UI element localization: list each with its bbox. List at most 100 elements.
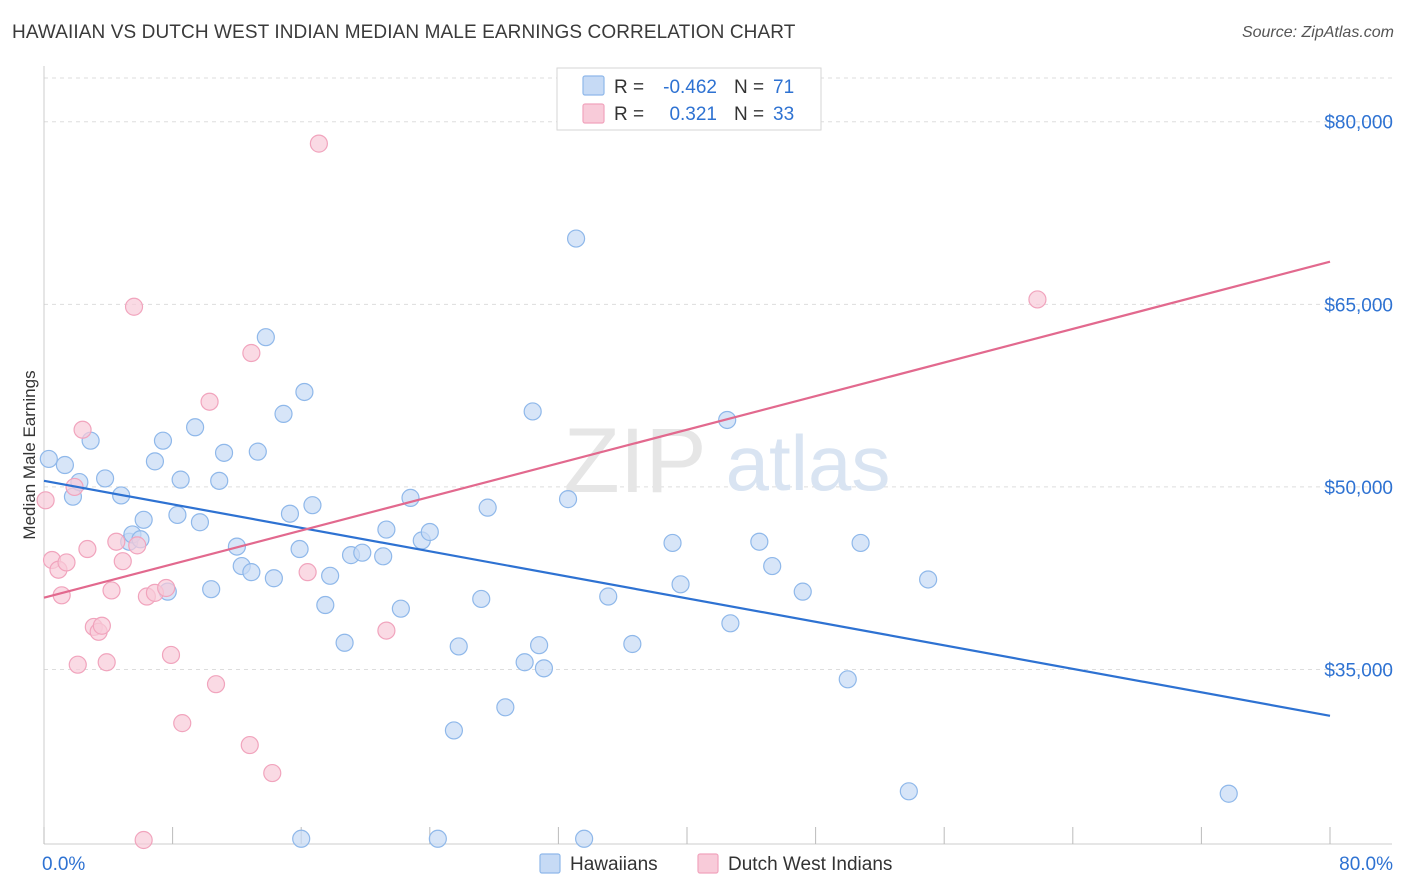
point-dutch-west-indians-23 xyxy=(173,714,192,733)
trend-layer xyxy=(43,260,1331,717)
point-hawaiians-39 xyxy=(391,599,410,618)
labels-layer: Median Male Earnings $35,000 $50,000 $65,0… xyxy=(20,113,1393,875)
point-hawaiians-64 xyxy=(851,533,870,553)
point-hawaiians-42 xyxy=(420,522,439,542)
point-hawaiians-51 xyxy=(530,636,549,655)
point-hawaiians-23 xyxy=(242,563,261,582)
point-dutch-west-indians-17 xyxy=(128,536,147,555)
legend-n-value-hawaiians: 71 xyxy=(773,77,794,98)
point-hawaiians-69 xyxy=(292,829,311,848)
point-hawaiians-11 xyxy=(145,452,165,471)
x-tick-label-1: 80.0% xyxy=(1339,854,1393,875)
point-hawaiians-45 xyxy=(449,637,468,656)
point-dutch-west-indians-6 xyxy=(68,655,87,674)
point-hawaiians-25 xyxy=(256,328,275,347)
point-hawaiians-44 xyxy=(444,721,464,740)
point-hawaiians-68 xyxy=(750,532,769,551)
point-hawaiians-17 xyxy=(190,513,210,532)
point-hawaiians-29 xyxy=(290,539,309,559)
point-hawaiians-26 xyxy=(264,569,283,588)
point-dutch-west-indians-0 xyxy=(36,491,55,510)
legend-r-value-hawaiians: -0.462 xyxy=(663,77,717,98)
trend-line-hawaiians xyxy=(43,479,1331,717)
point-dutch-west-indians-13 xyxy=(102,581,121,600)
trend-line-dutch-west-indians xyxy=(43,260,1331,599)
y-tick-label-2: $65,000 xyxy=(1324,295,1393,316)
legend-n-value-dutch: 33 xyxy=(773,104,794,125)
watermark-zip: ZIP xyxy=(563,410,706,512)
point-dutch-west-indians-18 xyxy=(134,830,153,850)
point-hawaiians-30 xyxy=(295,382,314,402)
point-hawaiians-20 xyxy=(214,443,234,462)
legend-n-label-hawaiians: N = xyxy=(734,77,764,98)
point-hawaiians-27 xyxy=(274,404,293,423)
point-hawaiians-24 xyxy=(248,442,267,461)
point-hawaiians-54 xyxy=(566,229,586,248)
point-hawaiians-58 xyxy=(671,575,690,594)
point-hawaiians-28 xyxy=(280,504,300,523)
legend-swatch-hawaiians xyxy=(582,75,605,96)
point-dutch-west-indians-21 xyxy=(157,578,176,598)
point-hawaiians-56 xyxy=(623,634,642,654)
point-hawaiians-33 xyxy=(321,566,340,585)
x-tick-label-0: 0.0% xyxy=(42,854,85,875)
point-dutch-west-indians-15 xyxy=(113,552,132,571)
point-dutch-west-indians-32 xyxy=(1028,290,1047,309)
point-hawaiians-53 xyxy=(558,490,578,509)
watermark: ZIP atlas xyxy=(563,410,890,512)
point-hawaiians-0 xyxy=(39,449,58,469)
chart-source: Source: ZipAtlas.com xyxy=(1241,24,1394,41)
point-dutch-west-indians-16 xyxy=(124,297,144,316)
point-dutch-west-indians-31 xyxy=(377,621,396,640)
point-hawaiians-5 xyxy=(95,469,115,488)
point-hawaiians-32 xyxy=(316,595,335,615)
point-hawaiians-47 xyxy=(478,498,497,517)
chart-title: HAWAIIAN VS DUTCH WEST INDIAN MEDIAN MAL… xyxy=(12,22,796,43)
point-dutch-west-indians-12 xyxy=(97,653,116,672)
y-axis-label: Median Male Earnings xyxy=(20,370,39,539)
watermark-atlas: atlas xyxy=(726,419,891,507)
point-hawaiians-38 xyxy=(377,520,396,539)
legend-r-label-hawaiians: R = xyxy=(614,77,644,98)
point-hawaiians-14 xyxy=(168,505,187,525)
point-dutch-west-indians-29 xyxy=(298,563,317,582)
legend-bottom-swatch-dutch xyxy=(697,853,719,874)
point-hawaiians-1 xyxy=(55,455,74,475)
y-tick-label-0: $35,000 xyxy=(1324,661,1393,682)
point-hawaiians-49 xyxy=(515,653,534,672)
point-hawaiians-63 xyxy=(838,670,857,689)
point-hawaiians-67 xyxy=(1219,784,1238,803)
point-hawaiians-70 xyxy=(575,829,594,848)
legend-bottom-label-dutch: Dutch West Indians xyxy=(728,854,892,875)
point-hawaiians-12 xyxy=(153,431,173,450)
point-dutch-west-indians-22 xyxy=(161,645,181,665)
point-hawaiians-16 xyxy=(186,418,205,437)
legend-n-label-dutch: N = xyxy=(734,104,764,125)
point-dutch-west-indians-24 xyxy=(200,392,219,411)
point-hawaiians-55 xyxy=(599,587,618,606)
point-dutch-west-indians-25 xyxy=(206,675,226,694)
point-hawaiians-15 xyxy=(171,470,190,489)
grid-layer xyxy=(44,77,1392,671)
legend-bottom-label-hawaiians: Hawaiians xyxy=(570,854,658,875)
point-hawaiians-57 xyxy=(663,533,682,553)
point-hawaiians-18 xyxy=(202,580,221,599)
y-tick-label-1: $50,000 xyxy=(1324,478,1393,499)
point-hawaiians-36 xyxy=(353,543,372,562)
legend-swatch-dutch-west-indians xyxy=(582,103,605,124)
legend-bottom: Hawaiians Dutch West Indians xyxy=(539,853,892,875)
point-dutch-west-indians-11 xyxy=(92,616,111,635)
point-hawaiians-34 xyxy=(335,633,354,652)
point-hawaiians-50 xyxy=(523,402,542,421)
point-hawaiians-66 xyxy=(919,570,938,589)
point-dutch-west-indians-8 xyxy=(78,539,97,559)
point-dutch-west-indians-27 xyxy=(242,343,261,363)
point-dutch-west-indians-4 xyxy=(57,553,76,572)
legend-r-value-dutch: 0.321 xyxy=(669,104,717,125)
point-hawaiians-46 xyxy=(472,589,491,609)
point-dutch-west-indians-30 xyxy=(309,134,328,153)
point-hawaiians-43 xyxy=(428,829,447,848)
point-hawaiians-65 xyxy=(899,782,918,801)
y-tick-label-3: $80,000 xyxy=(1324,113,1393,134)
